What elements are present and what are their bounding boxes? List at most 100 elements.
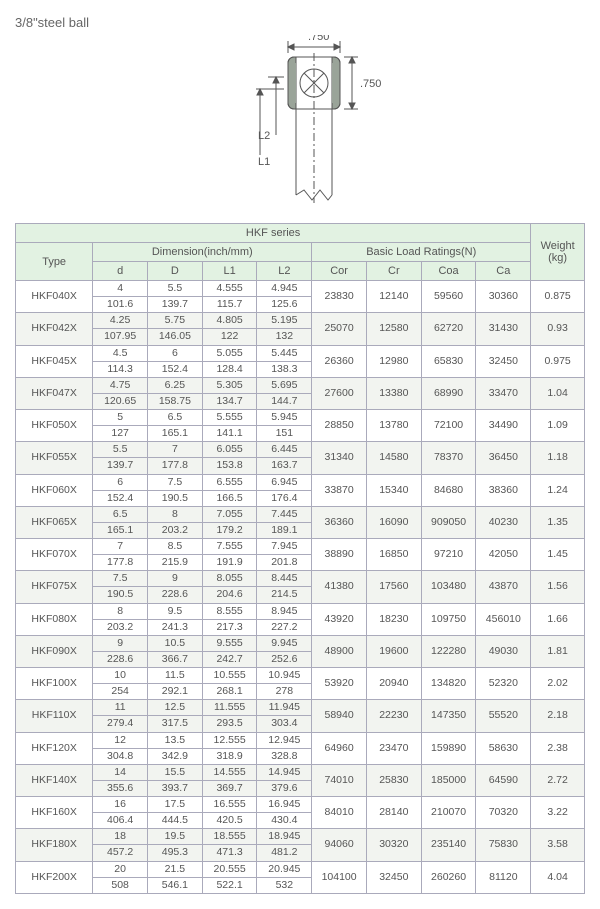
cell-L2-mm: 144.7 xyxy=(257,393,312,409)
cell-L2-mm: 227.2 xyxy=(257,619,312,635)
cell-L2: 5.945 xyxy=(257,410,312,426)
cell-weight: 2.02 xyxy=(531,668,585,700)
cell-L1-mm: 179.2 xyxy=(202,522,257,538)
cell-L1-mm: 128.4 xyxy=(202,361,257,377)
cell-Cr: 12980 xyxy=(366,345,421,377)
cell-Cor: 48900 xyxy=(312,635,367,667)
cell-L1-mm: 166.5 xyxy=(202,490,257,506)
cell-L1: 14.555 xyxy=(202,764,257,780)
cell-d: 4 xyxy=(93,281,148,297)
cell-D-mm: 228.6 xyxy=(148,587,203,603)
cell-D: 8 xyxy=(148,506,203,522)
cell-type: HKF080X xyxy=(16,603,93,635)
cell-Cr: 16850 xyxy=(366,539,421,571)
cell-L1-mm: 242.7 xyxy=(202,651,257,667)
cell-Cr: 15340 xyxy=(366,474,421,506)
cell-weight: 1.56 xyxy=(531,571,585,603)
cell-d: 6 xyxy=(93,474,148,490)
cell-d-mm: 107.95 xyxy=(93,329,148,345)
ball-size-label: 3/8"steel ball xyxy=(15,15,585,30)
cell-type: HKF180X xyxy=(16,829,93,861)
cell-d: 12 xyxy=(93,732,148,748)
cell-Cor: 104100 xyxy=(312,861,367,893)
cell-d: 16 xyxy=(93,797,148,813)
table-row: HKF140X1415.514.55514.945740102583018500… xyxy=(16,764,585,780)
cell-Cr: 19600 xyxy=(366,635,421,667)
cell-D-mm: 342.9 xyxy=(148,748,203,764)
cell-L1: 8.055 xyxy=(202,571,257,587)
cell-L2-mm: 151 xyxy=(257,426,312,442)
cell-L2-mm: 125.6 xyxy=(257,297,312,313)
cell-weight: 1.04 xyxy=(531,377,585,409)
cell-Cor: 74010 xyxy=(312,764,367,796)
cell-D: 6 xyxy=(148,345,203,361)
header-L2: L2 xyxy=(257,262,312,281)
cell-L2: 8.445 xyxy=(257,571,312,587)
cell-Cr: 23470 xyxy=(366,732,421,764)
cell-type: HKF070X xyxy=(16,539,93,571)
cell-D: 6.25 xyxy=(148,377,203,393)
cell-d-mm: 190.5 xyxy=(93,587,148,603)
cell-Ca: 81120 xyxy=(476,861,531,893)
cell-type: HKF050X xyxy=(16,410,93,442)
table-row: HKF200X2021.520.55520.945104100324502602… xyxy=(16,861,585,877)
cell-L2: 10.945 xyxy=(257,668,312,684)
table-row: HKF160X1617.516.55516.945840102814021007… xyxy=(16,797,585,813)
cell-Cr: 14580 xyxy=(366,442,421,474)
cell-L2-mm: 303.4 xyxy=(257,716,312,732)
cell-d: 4.5 xyxy=(93,345,148,361)
cell-Ca: 75830 xyxy=(476,829,531,861)
cell-Coa: 97210 xyxy=(421,539,476,571)
cell-D-mm: 203.2 xyxy=(148,522,203,538)
cell-L1: 5.555 xyxy=(202,410,257,426)
cell-d-mm: 152.4 xyxy=(93,490,148,506)
cell-type: HKF200X xyxy=(16,861,93,893)
cell-L2-mm: 176.4 xyxy=(257,490,312,506)
cell-L1: 7.555 xyxy=(202,539,257,555)
cell-d-mm: 139.7 xyxy=(93,458,148,474)
cell-d: 7 xyxy=(93,539,148,555)
cell-d: 18 xyxy=(93,829,148,845)
cell-L2: 7.945 xyxy=(257,539,312,555)
cell-L1: 20.555 xyxy=(202,861,257,877)
cell-L2: 8.945 xyxy=(257,603,312,619)
cell-d-mm: 114.3 xyxy=(93,361,148,377)
cell-Coa: 185000 xyxy=(421,764,476,796)
cell-L1-mm: 204.6 xyxy=(202,587,257,603)
cell-weight: 2.38 xyxy=(531,732,585,764)
cell-L1-mm: 141.1 xyxy=(202,426,257,442)
cell-L1-mm: 522.1 xyxy=(202,877,257,893)
cell-D: 9.5 xyxy=(148,603,203,619)
cell-L2-mm: 481.2 xyxy=(257,845,312,861)
table-row: HKF042X4.255.754.8055.195250701258062720… xyxy=(16,313,585,329)
cell-d: 6.5 xyxy=(93,506,148,522)
cell-L1: 18.555 xyxy=(202,829,257,845)
cell-L1: 5.305 xyxy=(202,377,257,393)
cell-L1-mm: 217.3 xyxy=(202,619,257,635)
cell-type: HKF060X xyxy=(16,474,93,506)
cell-L1-mm: 122 xyxy=(202,329,257,345)
cell-Cor: 58940 xyxy=(312,700,367,732)
cell-weight: 0.875 xyxy=(531,281,585,313)
cell-weight: 0.93 xyxy=(531,313,585,345)
cell-L2-mm: 328.8 xyxy=(257,748,312,764)
cell-D: 7.5 xyxy=(148,474,203,490)
cell-D: 5.75 xyxy=(148,313,203,329)
cell-Ca: 31430 xyxy=(476,313,531,345)
cell-L2-mm: 379.6 xyxy=(257,780,312,796)
table-row: HKF070X78.57.5557.9453889016850972104205… xyxy=(16,539,585,555)
cell-D: 19.5 xyxy=(148,829,203,845)
cell-D-mm: 495.3 xyxy=(148,845,203,861)
header-Ca: Ca xyxy=(476,262,531,281)
cell-Ca: 38360 xyxy=(476,474,531,506)
cell-L1-mm: 471.3 xyxy=(202,845,257,861)
cell-Coa: 78370 xyxy=(421,442,476,474)
cell-d-mm: 120.65 xyxy=(93,393,148,409)
header-Cr: Cr xyxy=(366,262,421,281)
cell-Cr: 30320 xyxy=(366,829,421,861)
cell-Ca: 32450 xyxy=(476,345,531,377)
cell-D: 10.5 xyxy=(148,635,203,651)
table-row: HKF045X4.565.0555.4452636012980658303245… xyxy=(16,345,585,361)
cell-Coa: 909050 xyxy=(421,506,476,538)
cell-L2: 11.945 xyxy=(257,700,312,716)
